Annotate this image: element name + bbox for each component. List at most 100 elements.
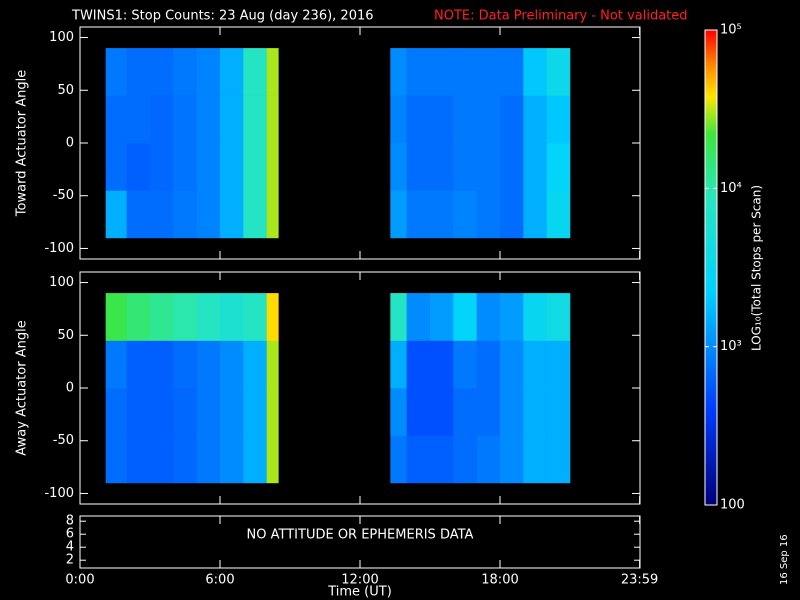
chart-title: TWINS1: Stop Counts: 23 Aug (day 236), 2… [71,9,374,24]
heat-cell [390,143,407,191]
heat-cell [453,340,477,389]
heat-cell [476,95,501,144]
heat-cell [243,388,267,436]
heat-cell [243,435,267,484]
heat-cell [173,143,197,191]
heat-cell [476,340,501,389]
heat-cell [523,435,547,484]
heat-cell [173,95,197,144]
x-tick-label: 18:00 [481,573,518,588]
heat-cell [546,340,571,389]
heat-cell [453,435,477,484]
colorbar [704,29,718,506]
heat-cell [430,435,454,484]
heat-cell [500,293,524,341]
heat-cell [500,48,524,96]
heat-cell [500,435,524,484]
heat-cell [500,190,524,239]
heat-cell [243,143,267,191]
heat-cell [126,340,151,389]
heat-cell [126,388,151,436]
y-tick-label: 8 [66,514,74,529]
heat-cell [126,143,151,191]
heat-cell [173,340,197,389]
heat-cell [546,143,571,191]
colorbar-tick-label: 10³ [720,339,742,354]
heat-cell [406,95,431,144]
heat-cell [220,293,244,341]
heat-cell [220,48,244,96]
colorbar-tick-label: 10⁵ [720,23,742,38]
heat-cell [220,435,244,484]
heat-cell [476,293,501,341]
info-text: NO ATTITUDE OR EPHEMERIS DATA [247,528,474,543]
heat-cell [406,48,431,96]
heat-cell [453,190,477,239]
heat-cell [126,293,151,341]
y-tick-label: -50 [53,188,74,203]
heat-cell [453,143,477,191]
heat-cell [430,340,454,389]
heat-cell [105,293,127,341]
heat-cell [406,190,431,239]
colorbar-tick-label: 100 [720,498,745,513]
heat-cell [220,190,244,239]
heat-cell [266,340,279,389]
heat-cell [196,340,221,389]
x-axis-label: Time (UT) [327,585,392,600]
heat-cell [173,190,197,239]
y-tick-label: 100 [49,30,74,45]
y-tick-label: 50 [57,83,74,98]
heat-cell [150,95,174,144]
heat-cell [523,95,547,144]
heat-cell [406,143,431,191]
heat-cell [523,340,547,389]
heat-cell [523,388,547,436]
heat-cell [105,48,127,96]
heat-cell [546,435,571,484]
heat-cell [453,388,477,436]
heat-cell [173,435,197,484]
heat-cell [523,48,547,96]
heat-cell [266,95,279,144]
heat-cell [430,190,454,239]
y-tick-label: -100 [44,486,74,501]
heat-cell [430,48,454,96]
heat-cell [243,190,267,239]
heat-cell [523,143,547,191]
heat-cell [523,293,547,341]
heat-cell [546,190,571,239]
heat-cell [266,48,279,96]
heat-cell [243,340,267,389]
heat-cell [196,143,221,191]
heat-cell [220,95,244,144]
heat-cell [500,340,524,389]
date-stamp: 16 Sep 16 [779,534,790,585]
heat-cell [196,435,221,484]
heat-cell [500,143,524,191]
heat-cell [196,95,221,144]
y-tick-label: 0 [66,136,74,151]
heat-cell [476,435,501,484]
heat-cell [266,143,279,191]
x-tick-label: 6:00 [205,573,234,588]
y-tick-label: 6 [66,527,74,542]
heat-cell [173,48,197,96]
x-tick-label: 23:59 [621,573,658,588]
heat-cell [150,435,174,484]
colorbar-label: LOG₁₀(Total Stops per Scan) [750,185,764,351]
heat-cell [266,435,279,484]
heat-cell [390,435,407,484]
y-axis-label: Toward Actuator Angle [15,70,30,217]
heat-cell [476,388,501,436]
colorbar-tick-label: 10⁴ [720,181,742,196]
heat-cell [476,48,501,96]
heat-cell [430,143,454,191]
heat-cell [105,435,127,484]
heat-cell [406,340,431,389]
heat-cell [150,48,174,96]
heat-cell [406,293,431,341]
heat-cell [126,190,151,239]
note: NOTE: Data Preliminary - Not validated [434,9,688,24]
